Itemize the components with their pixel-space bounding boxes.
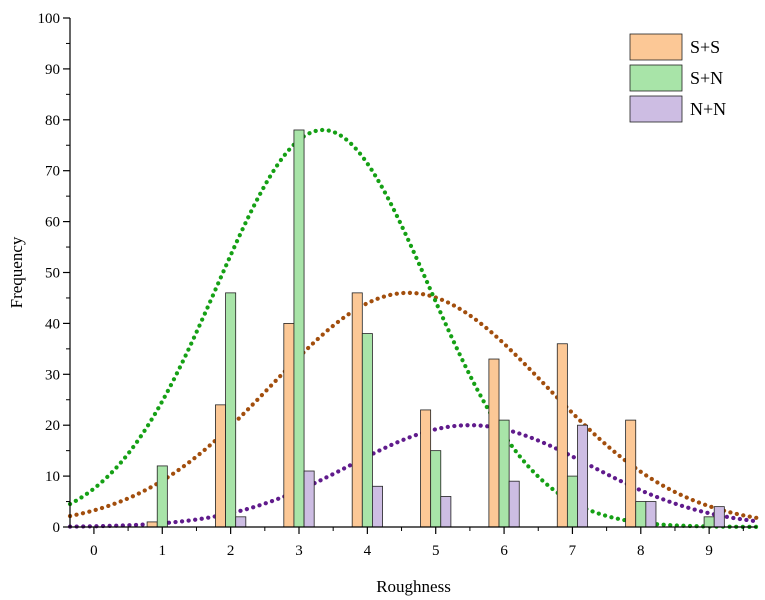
bar-S+S-4	[351, 292, 363, 528]
x-tick-label: 6	[500, 543, 508, 559]
x-tick-label: 2	[227, 543, 235, 559]
y-tick-label: 80	[45, 113, 60, 129]
x-tick-label: 7	[569, 543, 577, 559]
y-tick-label: 100	[38, 11, 61, 27]
fit-curve-S+S	[67, 290, 760, 521]
bar-S+N-8	[635, 501, 647, 528]
y-tick-label: 70	[45, 164, 60, 180]
bar-S+N-7	[566, 475, 578, 528]
fit-curve-S+N	[67, 127, 760, 530]
bar-S+S-6	[488, 358, 500, 528]
bar-N+N-2	[235, 516, 247, 528]
y-tick-label: 50	[45, 266, 60, 282]
bar-N+N-8	[645, 501, 657, 528]
bar-S+S-8	[625, 419, 637, 528]
bar-N+N-7	[577, 424, 589, 528]
bar-S+S-2	[215, 404, 226, 528]
y-tick-label: 40	[45, 316, 60, 332]
x-tick-label: 1	[159, 543, 167, 559]
y-axis-title: Frequency	[7, 236, 26, 308]
bar-S+S-5	[420, 409, 432, 528]
bar-N+N-3	[303, 470, 315, 528]
bar-S+S-7	[556, 343, 568, 528]
bar-S+N-4	[361, 333, 373, 528]
x-tick-label: 3	[295, 543, 303, 559]
bar-S+N-9	[703, 516, 715, 528]
fit-curves	[67, 127, 760, 530]
x-tick-label: 4	[364, 543, 372, 559]
y-tick-label: 20	[45, 418, 60, 434]
bar-S+N-6	[498, 419, 510, 528]
y-tick-label: 0	[53, 520, 61, 536]
x-tick-label: 8	[637, 543, 645, 559]
bar-S+N-3	[293, 129, 305, 528]
bar-N+N-9	[713, 506, 725, 528]
y-tick-label: 90	[45, 62, 60, 78]
legend-swatch-S+N	[629, 64, 683, 92]
x-tick-label: 9	[705, 543, 713, 559]
legend-label-N+N: N+N	[690, 99, 726, 119]
legend-label-S+S: S+S	[690, 37, 720, 57]
axes: 0 10 20 30 40 50 60 70 80 90 100 0 1 2 3 4 5 6 7 8 9	[38, 11, 757, 559]
x-axis-title: Roughness	[376, 577, 451, 596]
bars	[146, 129, 725, 528]
bar-S+N-1	[156, 465, 168, 528]
y-tick-label: 60	[45, 215, 60, 231]
bar-S+S-3	[283, 322, 295, 528]
legend-label-S+N: S+N	[690, 68, 723, 88]
bar-S+N-5	[430, 450, 442, 528]
y-tick-label: 30	[45, 367, 60, 383]
legend-swatch-N+N	[629, 95, 683, 123]
bar-N+N-5	[440, 496, 452, 528]
legend-swatch-S+S	[629, 33, 683, 61]
x-tick-label: 0	[90, 543, 98, 559]
bar-S+N-2	[225, 292, 237, 528]
bar-S+S-1	[146, 521, 158, 528]
y-tick-label: 10	[45, 469, 60, 485]
bar-N+N-6	[508, 480, 520, 528]
x-tick-label: 5	[432, 543, 440, 559]
bar-N+N-4	[372, 485, 383, 528]
legend: S+S S+N N+N	[629, 33, 726, 123]
